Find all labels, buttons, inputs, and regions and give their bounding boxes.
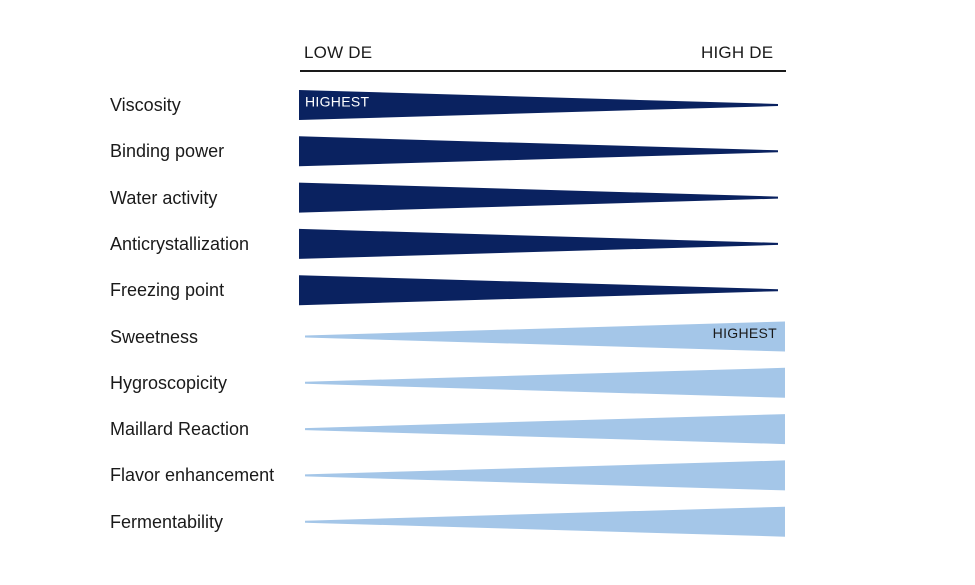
de-axis-line bbox=[300, 70, 786, 72]
low-de-label: LOW DE bbox=[304, 43, 373, 62]
row-label-hygroscopicity: Hygroscopicity bbox=[110, 372, 228, 393]
highest-tag-sweetness: HIGHEST bbox=[713, 325, 777, 341]
wedge-viscosity bbox=[299, 90, 778, 120]
wedge-sweetness bbox=[305, 321, 785, 352]
wedge-flavor-enhancement bbox=[305, 460, 785, 491]
row-label-flavor-enhancement: Flavor enhancement bbox=[110, 465, 275, 486]
wedge-water-activity bbox=[299, 182, 778, 213]
highest-tag-viscosity: HIGHEST bbox=[305, 94, 369, 110]
row-label-sweetness: Sweetness bbox=[110, 326, 199, 347]
wedge-binding-power bbox=[299, 136, 778, 167]
wedge-hygroscopicity bbox=[305, 367, 785, 398]
wedge-freezing-point bbox=[299, 275, 778, 306]
row-label-viscosity: Viscosity bbox=[110, 95, 181, 115]
row-label-anticrystallization: Anticrystallization bbox=[110, 233, 250, 254]
wedge-maillard-reaction bbox=[305, 414, 785, 445]
wedge-anticrystallization bbox=[299, 228, 778, 259]
wedge-fermentability bbox=[305, 506, 785, 537]
row-label-maillard-reaction: Maillard Reaction bbox=[110, 419, 250, 440]
row-label-water-activity: Water activity bbox=[110, 187, 218, 208]
row-label-fermentability: Fermentability bbox=[110, 511, 224, 532]
high-de-label: HIGH DE bbox=[701, 43, 774, 62]
row-label-freezing-point: Freezing point bbox=[110, 280, 225, 301]
row-label-binding-power: Binding power bbox=[110, 141, 225, 162]
